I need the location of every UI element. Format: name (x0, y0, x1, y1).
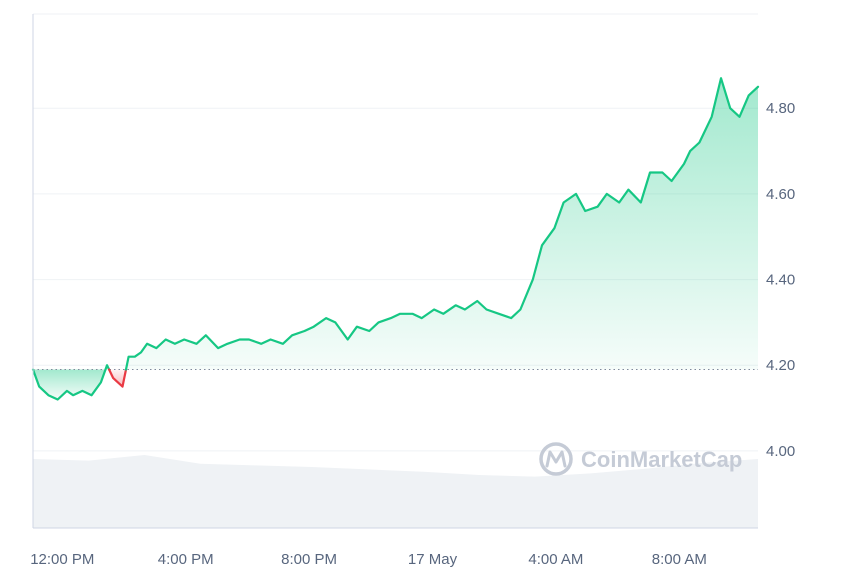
x-tick-label: 8:00 PM (281, 551, 337, 567)
price-line-up (31, 368, 107, 401)
price-line-up (104, 364, 111, 371)
y-tick-label: 4.00 (766, 443, 795, 460)
x-tick-label: 17 May (408, 551, 458, 567)
y-tick-label: 4.60 (766, 186, 795, 203)
x-axis-ticks: 12:00 PM 4:00 PM 8:00 PM 17 May 4:00 AM 8:00 … (30, 551, 707, 567)
price-line-layer (31, 77, 760, 401)
price-line-up (124, 77, 760, 371)
area-fill-up (126, 78, 758, 370)
x-tick-label: 8:00 AM (652, 551, 707, 567)
y-tick-label: 4.40 (766, 272, 795, 289)
y-tick-label: 4.20 (766, 357, 795, 374)
x-tick-label: 12:00 PM (30, 551, 94, 567)
y-axis-ticks: 4.00 4.20 4.40 4.60 4.80 (766, 100, 795, 460)
y-tick-label: 4.80 (766, 100, 795, 117)
volume-area-shape (33, 455, 758, 528)
price-line-down (108, 368, 128, 388)
area-fill-layer (33, 78, 758, 400)
axis-layer (32, 14, 758, 529)
x-tick-label: 4:00 PM (158, 551, 214, 567)
area-fill-down (109, 369, 126, 387)
watermark-text: CoinMarketCap (581, 447, 742, 472)
x-tick-label: 4:00 AM (528, 551, 583, 567)
coinmarketcap-watermark: CoinMarketCap (539, 442, 742, 476)
area-fill-up (33, 369, 106, 400)
volume-area (33, 455, 758, 528)
coinmarketcap-logo-icon (539, 442, 573, 476)
